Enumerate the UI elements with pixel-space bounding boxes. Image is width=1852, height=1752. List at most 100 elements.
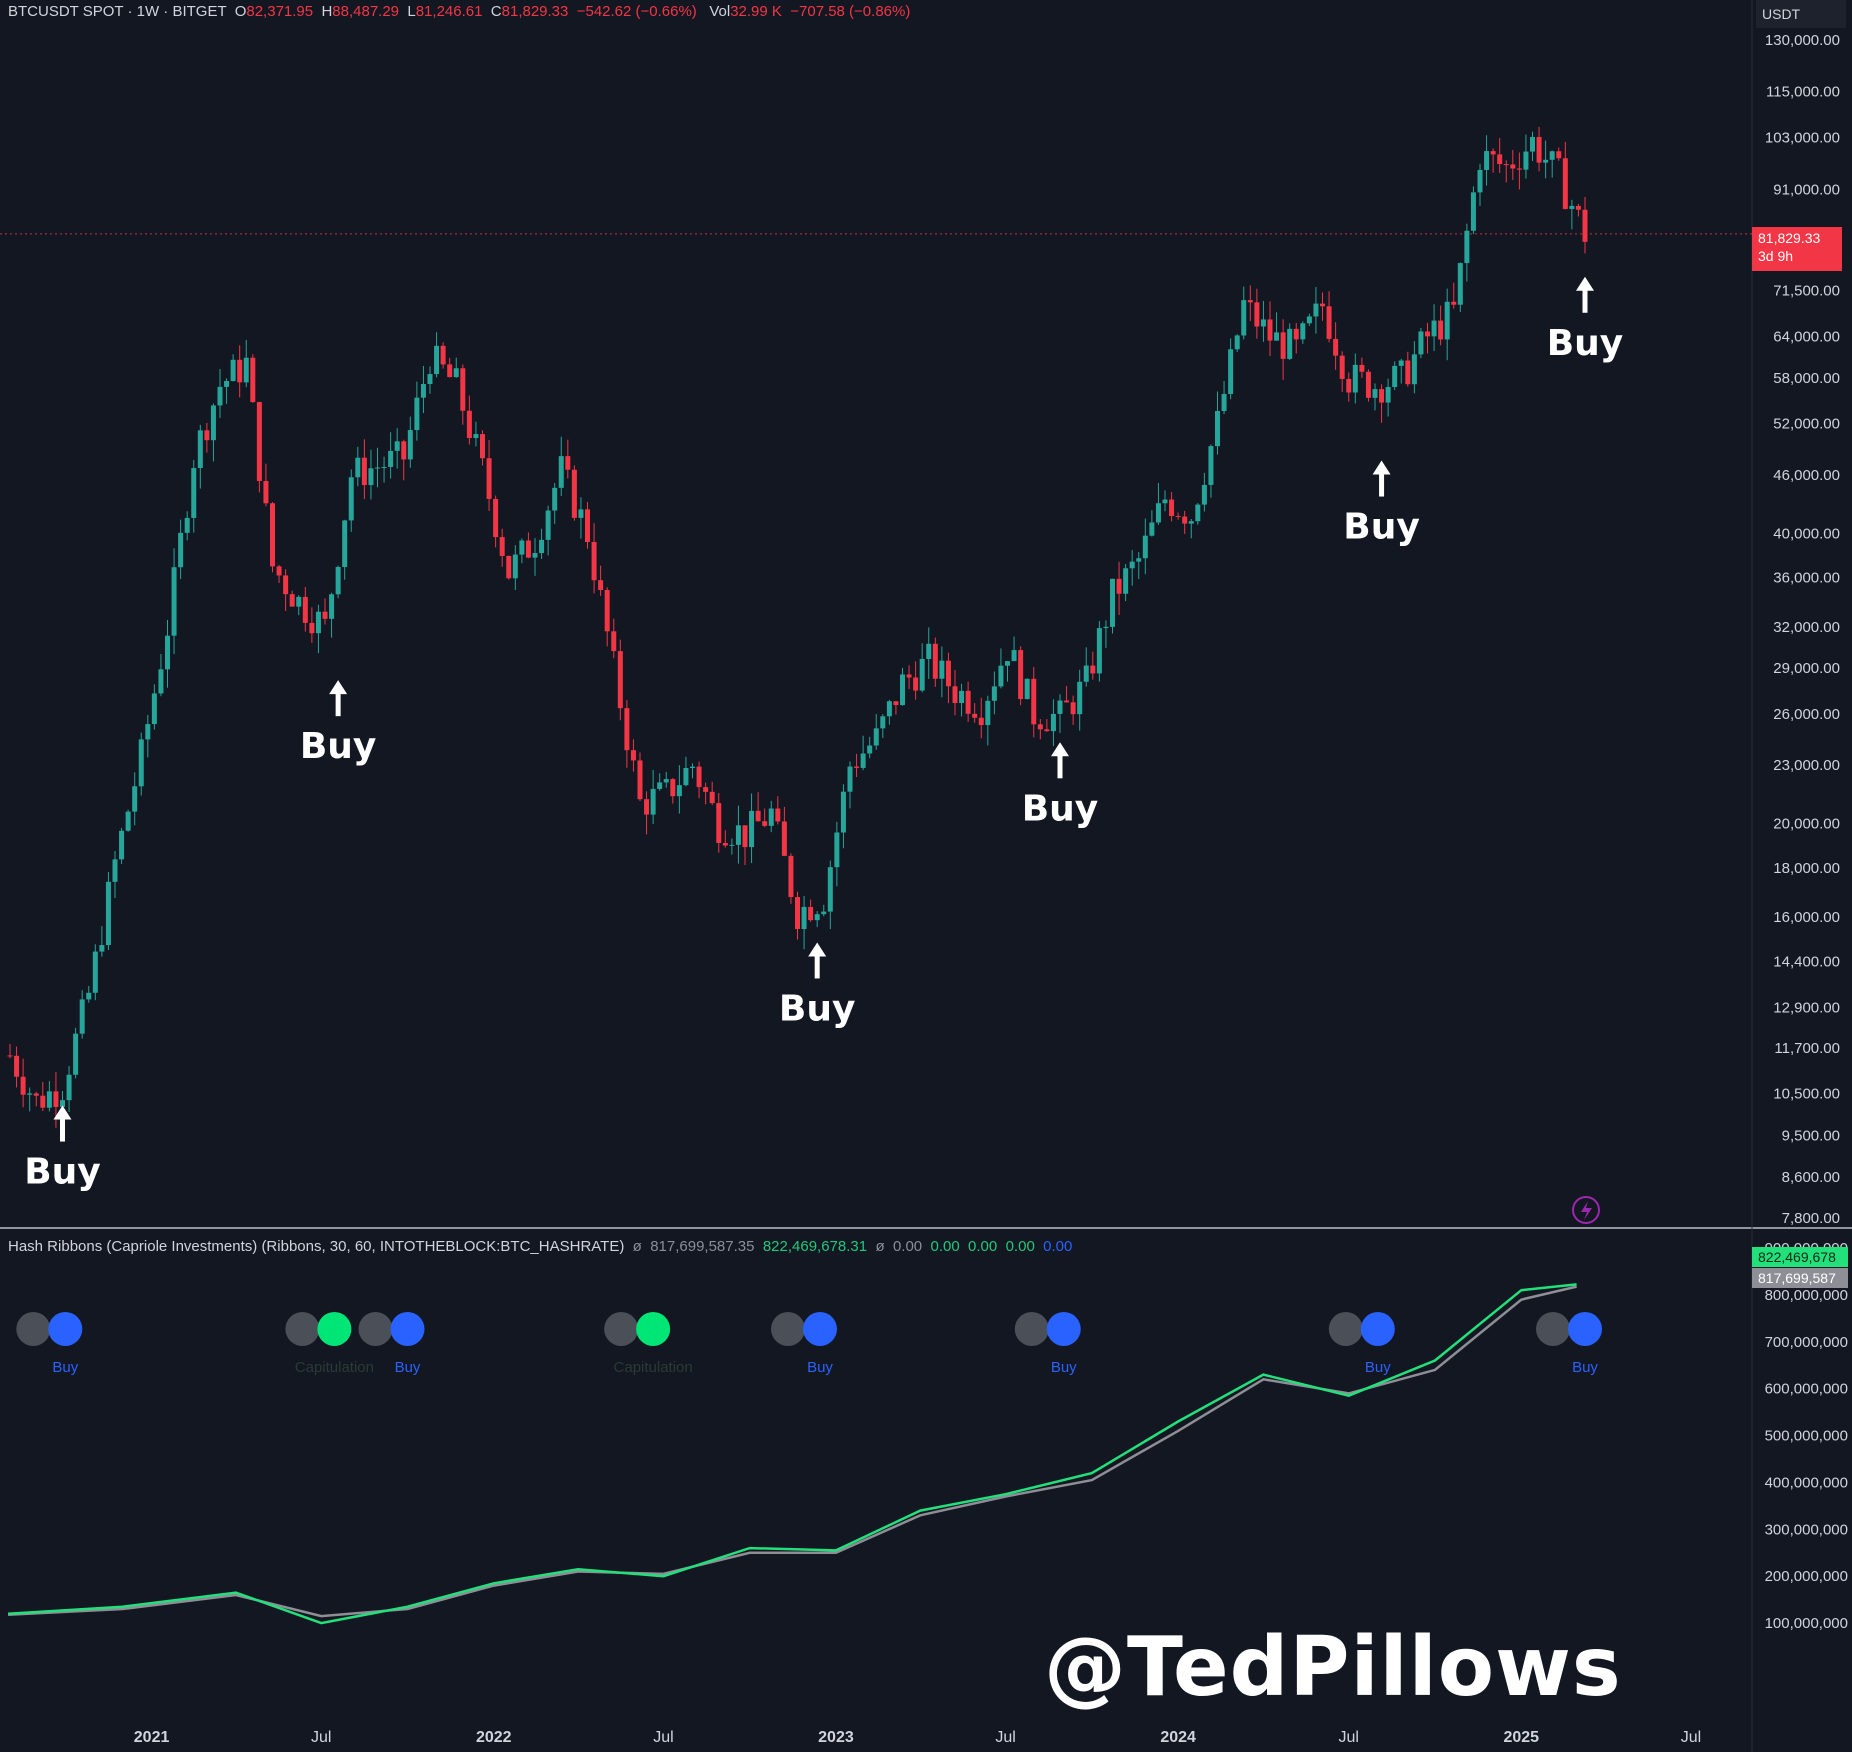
time-axis-label: 2024: [1160, 1729, 1196, 1746]
candle-body: [860, 753, 866, 768]
candle-body: [585, 509, 590, 543]
buy-arrow-head: [1576, 276, 1594, 291]
candle-body: [401, 441, 407, 460]
candle-body: [1300, 323, 1306, 340]
candle-body: [854, 766, 860, 768]
candle-body: [460, 368, 466, 411]
candle-body: [932, 643, 938, 679]
open-label: O: [234, 3, 247, 20]
candle-body: [1129, 561, 1135, 569]
candle-body: [604, 590, 610, 632]
candle-body: [1136, 558, 1142, 562]
candle-body: [184, 517, 190, 533]
candle-body: [1037, 724, 1043, 730]
high-label: H: [321, 3, 333, 20]
signal-dot-inactive: [358, 1312, 393, 1346]
candle-body: [1477, 169, 1483, 193]
signal-dot: [1568, 1312, 1602, 1346]
candle-body: [309, 622, 315, 634]
indicator-sym2: ø: [875, 1238, 885, 1255]
time-axis-label: Jul: [311, 1729, 331, 1746]
candle-body: [1280, 332, 1286, 359]
candle-body: [112, 859, 118, 882]
symbol-label: BTCUSDT SPOT · 1W · BITGET: [8, 3, 227, 20]
candle-body: [224, 381, 230, 387]
candle-body: [1359, 364, 1365, 372]
candle-body: [972, 713, 978, 718]
candle-body: [1536, 136, 1542, 163]
price-tick-label: 32,000.00: [1773, 619, 1840, 636]
candle-body: [1162, 499, 1168, 504]
candle-body: [434, 345, 440, 375]
candle-body: [1011, 650, 1017, 662]
candle-body: [1116, 578, 1122, 594]
candle-body: [7, 1055, 13, 1057]
candle-body: [1530, 136, 1535, 152]
candle-body: [119, 830, 125, 860]
candle-body: [978, 717, 984, 726]
candle-body: [1418, 331, 1424, 355]
price-tick-label: 7,800.00: [1782, 1210, 1840, 1227]
candle-body: [1031, 678, 1037, 725]
price-tick-label: 71,500.00: [1773, 282, 1840, 299]
candle-body: [1451, 301, 1457, 305]
candle-body: [92, 951, 98, 993]
price-tick-label: 16,000.00: [1773, 909, 1840, 926]
candle-body: [14, 1055, 20, 1077]
currency-selector[interactable]: USDT: [1756, 0, 1846, 28]
candle-body: [414, 397, 420, 431]
price-tick-label: 130,000.00: [1765, 32, 1840, 49]
signal-label: Buy: [1572, 1359, 1598, 1376]
candle-body: [1352, 364, 1358, 393]
volume-label: Vol: [709, 3, 731, 20]
candle-body: [683, 767, 689, 786]
candle-body: [690, 766, 695, 768]
candle-body: [237, 359, 243, 383]
candle-body: [545, 510, 551, 540]
candle-body: [1372, 389, 1378, 398]
candle-body: [519, 540, 525, 555]
time-axis-label: 2022: [476, 1729, 512, 1746]
candle-body: [20, 1076, 26, 1095]
price-tick-label: 8,600.00: [1782, 1169, 1840, 1186]
candle-body: [913, 677, 919, 691]
signal-dot: [636, 1312, 671, 1346]
signal-dot-inactive: [604, 1312, 639, 1346]
candle-body: [775, 808, 781, 822]
indicator-sym1: ø: [632, 1238, 642, 1255]
hashrate-tick-label: 300,000,000: [1765, 1521, 1848, 1538]
candle-body: [466, 410, 472, 439]
buy-arrow-head: [329, 680, 348, 695]
candle-body: [1431, 320, 1437, 337]
candle-body: [361, 457, 367, 486]
candle-body: [729, 844, 735, 846]
candle-body: [1306, 316, 1312, 324]
candle-body: [650, 788, 656, 815]
candle-body: [801, 906, 807, 930]
signal-dot: [803, 1312, 837, 1346]
hashrate-tick-label: 200,000,000: [1765, 1568, 1848, 1585]
candle-body: [532, 553, 538, 558]
candle-body: [814, 914, 820, 921]
candle-body: [447, 364, 453, 378]
time-axis-label: 2025: [1503, 1729, 1539, 1746]
candle-body: [276, 566, 282, 576]
hashrate-tick-label: 400,000,000: [1765, 1474, 1848, 1491]
candle-body: [348, 477, 354, 521]
candle-body: [1005, 661, 1010, 666]
candle-body: [1320, 303, 1325, 307]
candle-body: [991, 686, 997, 701]
candle-body: [335, 566, 341, 595]
candle-body: [1070, 702, 1076, 715]
candle-body: [834, 832, 840, 868]
time-axis-label: 2021: [134, 1729, 170, 1746]
candle-body: [197, 430, 203, 469]
candle-body: [1090, 665, 1096, 674]
signal-dot-inactive: [16, 1312, 51, 1346]
candle-body: [270, 503, 275, 567]
candle-body: [1543, 159, 1549, 163]
candle-body: [1201, 484, 1207, 505]
candle-body: [506, 556, 512, 579]
candle-body: [768, 808, 774, 826]
